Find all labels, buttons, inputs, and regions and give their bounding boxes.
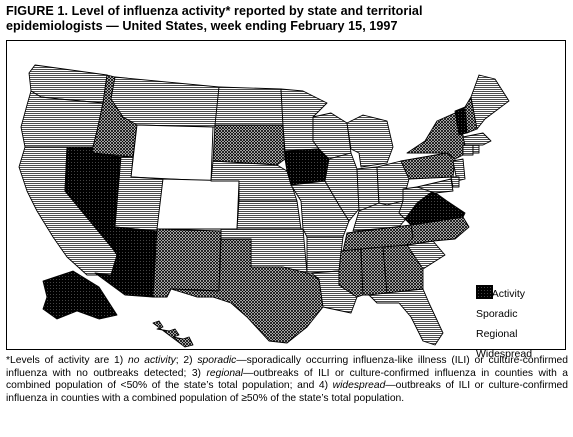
footnote-term-widespread: widespread <box>332 380 386 392</box>
legend: No Activity Sporadic Regional Widespread <box>476 285 568 365</box>
footnote-part-2: ; 2) <box>175 355 198 366</box>
states-layer <box>18 64 510 348</box>
state-ct <box>462 144 474 156</box>
footnote-part-1: *Levels of activity are 1) <box>6 355 128 366</box>
state-al <box>360 246 388 296</box>
footnote-term-no-activity: no activity <box>127 355 176 366</box>
state-mt <box>110 76 220 128</box>
footnote: *Levels of activity are 1) no activity; … <box>6 355 568 405</box>
legend-label-widespread: Widespread <box>476 347 533 360</box>
legend-item-widespread: Widespread <box>476 285 568 362</box>
legend-swatch-widespread <box>476 285 493 299</box>
state-me <box>470 74 510 130</box>
state-tx <box>170 238 324 344</box>
state-md <box>416 178 454 194</box>
state-ma <box>462 132 492 146</box>
state-sd <box>212 124 286 166</box>
legend-item-sporadic: Sporadic <box>476 285 568 322</box>
footnote-term-regional: regional <box>206 367 244 379</box>
legend-label-sporadic: Sporadic <box>476 307 518 320</box>
state-ia <box>284 148 330 186</box>
us-map <box>18 64 510 348</box>
figure-title: FIGURE 1. Level of influenza activity* r… <box>6 4 568 34</box>
state-ar <box>306 236 344 274</box>
legend-item-regional: Regional <box>476 285 568 342</box>
state-ri <box>472 144 480 154</box>
state-ga <box>382 244 424 294</box>
state-fl <box>368 288 444 346</box>
figure-title-line2: epidemiologists — United States, week en… <box>6 19 398 33</box>
state-wy <box>130 124 214 182</box>
state-de <box>450 176 460 188</box>
state-nj <box>452 158 466 182</box>
state-pa <box>400 152 456 180</box>
state-il <box>324 152 360 222</box>
state-hi <box>152 320 194 348</box>
map-frame: No Activity Sporadic Regional Widespread <box>6 40 566 360</box>
state-nm <box>152 228 222 298</box>
figure-title-line1: FIGURE 1. Level of influenza activity* r… <box>6 4 423 18</box>
footnote-part-3: —sporadically occurring influenza-like i… <box>6 355 568 379</box>
footnote-part-5: —outbreaks of ILI or culture-confirmed i… <box>6 380 568 404</box>
footnote-term-sporadic: sporadic <box>197 355 237 366</box>
state-nc <box>406 216 470 246</box>
state-ks <box>236 200 302 230</box>
footnote-part-4: —outbreaks of ILI or culture-confirmed i… <box>6 367 569 392</box>
state-nd <box>214 86 284 126</box>
state-co <box>156 178 240 230</box>
legend-label-regional: Regional <box>476 327 518 340</box>
state-mi <box>346 114 394 168</box>
state-ak <box>42 270 118 320</box>
